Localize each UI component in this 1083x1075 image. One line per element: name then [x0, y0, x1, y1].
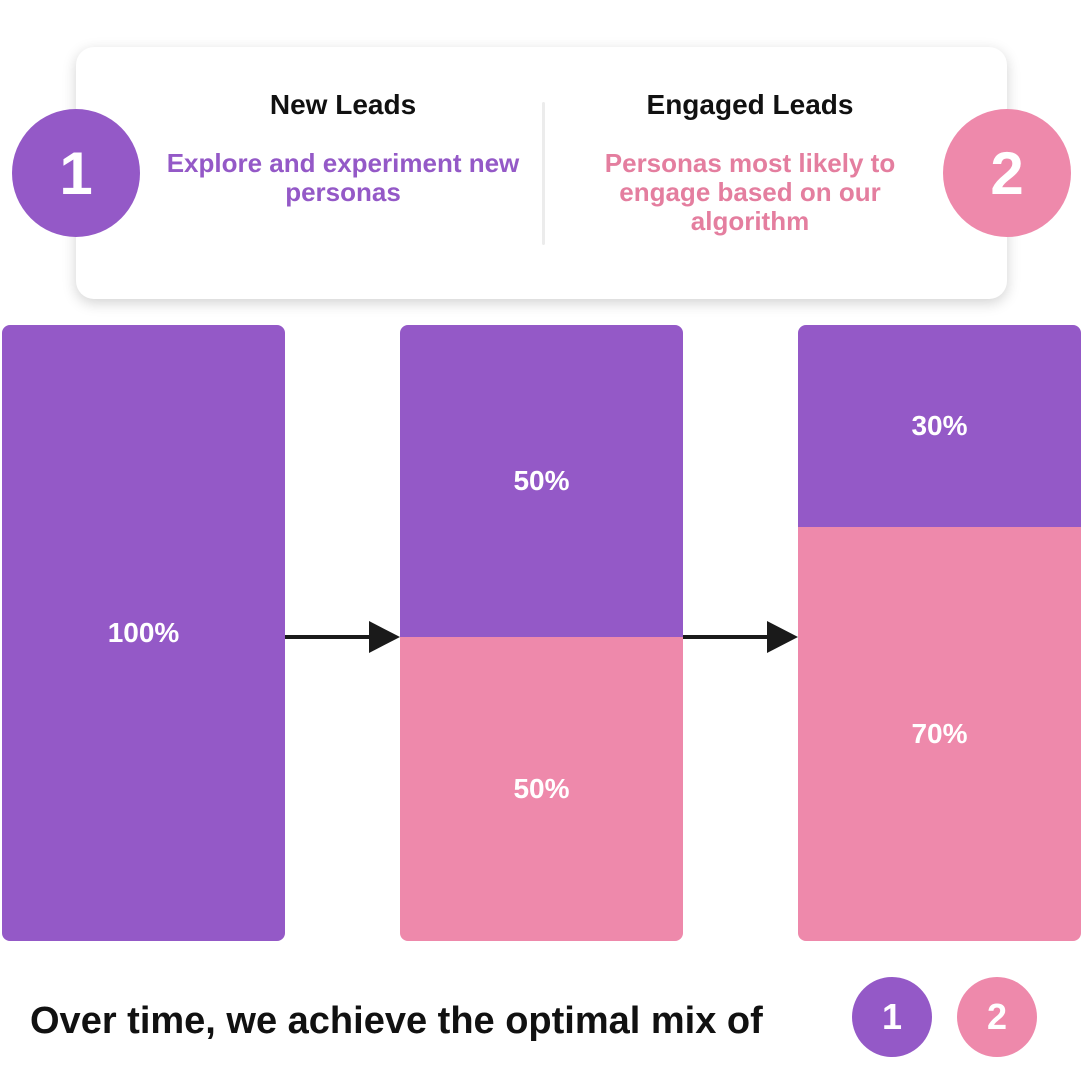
stage-2-new-leads-segment: 50%: [400, 325, 683, 637]
stage-1-new-leads-segment: 100%: [2, 325, 285, 941]
new-leads-title: New Leads: [269, 89, 417, 120]
stage-bar-3: 30% 70%: [798, 325, 1081, 941]
stage-bar-1: 100%: [2, 325, 285, 941]
segment-label: 100%: [107, 617, 180, 648]
legend-card: New Leads Explore and experiment new per…: [76, 47, 1007, 299]
footer-new-leads-badge: 1: [852, 977, 932, 1057]
stage-2-engaged-leads-segment: 50%: [400, 637, 683, 941]
new-leads-number-badge: 1: [12, 109, 140, 237]
arrow-right-icon: [683, 621, 798, 653]
segment-label: 70%: [911, 718, 968, 749]
segment-label: 50%: [513, 773, 570, 804]
arrow-right-icon: [285, 621, 400, 653]
engaged-leads-number-badge: 2: [943, 109, 1071, 237]
segment-label: 30%: [911, 410, 968, 441]
card-divider: [542, 102, 545, 245]
new-leads-description: Explore and experiment new personas: [166, 148, 520, 207]
footer-engaged-leads-badge: 2: [957, 977, 1037, 1057]
segment-label: 50%: [513, 465, 570, 496]
stage-bar-2: 50% 50%: [400, 325, 683, 941]
footer-caption: Over time, we achieve the optimal mix of: [30, 1000, 763, 1042]
engaged-leads-description: Personas most likely to engage based on …: [604, 148, 896, 236]
stage-3-new-leads-segment: 30%: [798, 325, 1081, 527]
engaged-leads-title: Engaged Leads: [646, 89, 854, 120]
stage-3-engaged-leads-segment: 70%: [798, 527, 1081, 941]
